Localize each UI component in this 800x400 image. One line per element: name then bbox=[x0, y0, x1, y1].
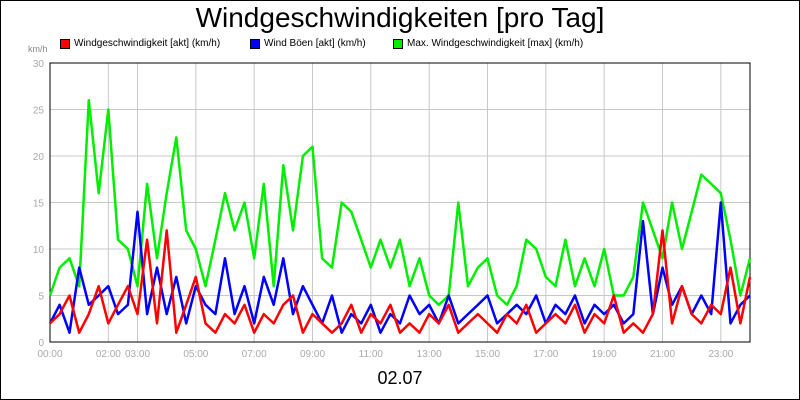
x-tick-label: 05:00 bbox=[183, 349, 208, 360]
series-line-gusts bbox=[48, 201, 751, 334]
legend-swatch-speed bbox=[60, 38, 70, 49]
y-tick-label: 30 bbox=[33, 59, 45, 70]
date-label: 02.07 bbox=[377, 368, 423, 388]
chart-title: Windgeschwindigkeiten [pro Tag] bbox=[195, 2, 605, 33]
x-tick-label: 00:00 bbox=[37, 349, 62, 360]
x-tick-label: 19:00 bbox=[592, 349, 617, 360]
plot-border bbox=[49, 62, 751, 343]
y-axis-unit: km/h bbox=[28, 44, 48, 54]
x-tick-label: 21:00 bbox=[650, 349, 675, 360]
y-tick-label: 10 bbox=[33, 245, 45, 256]
y-tick-label: 0 bbox=[38, 338, 44, 349]
x-tick-label: 07:00 bbox=[242, 349, 267, 360]
series-line-max bbox=[48, 98, 752, 307]
x-tick-label: 03:00 bbox=[125, 349, 150, 360]
y-tick-label: 20 bbox=[33, 152, 45, 163]
x-tick-label: 15:00 bbox=[475, 349, 500, 360]
legend-item-speed: Windgeschwindigkeit [akt] (km/h) bbox=[60, 38, 220, 49]
y-tick-label: 25 bbox=[33, 106, 45, 117]
x-tick-label: 13:00 bbox=[417, 349, 442, 360]
series-line-speed bbox=[49, 229, 752, 334]
x-tick-label: 11:00 bbox=[359, 349, 384, 360]
y-tick-label: 5 bbox=[38, 292, 44, 303]
y-tick-label: 15 bbox=[33, 199, 45, 210]
x-tick-label: 23:00 bbox=[708, 349, 733, 360]
legend-item-gusts: Wind Böen [akt] (km/h) bbox=[250, 38, 366, 49]
x-tick-label: 17:00 bbox=[533, 349, 558, 360]
legend-label-speed: Windgeschwindigkeit [akt] (km/h) bbox=[74, 38, 221, 49]
legend-swatch-max bbox=[393, 38, 403, 49]
x-tick-label: 02:00 bbox=[96, 349, 121, 360]
legend-label-gusts: Wind Böen [akt] (km/h) bbox=[264, 38, 366, 49]
x-tick-label: 09:00 bbox=[300, 349, 325, 360]
legend-swatch-gusts bbox=[250, 38, 260, 49]
legend-item-max: Max. Windgeschwindigkeit [max] (km/h) bbox=[393, 38, 583, 49]
legend-label-max: Max. Windgeschwindigkeit [max] (km/h) bbox=[407, 38, 584, 49]
